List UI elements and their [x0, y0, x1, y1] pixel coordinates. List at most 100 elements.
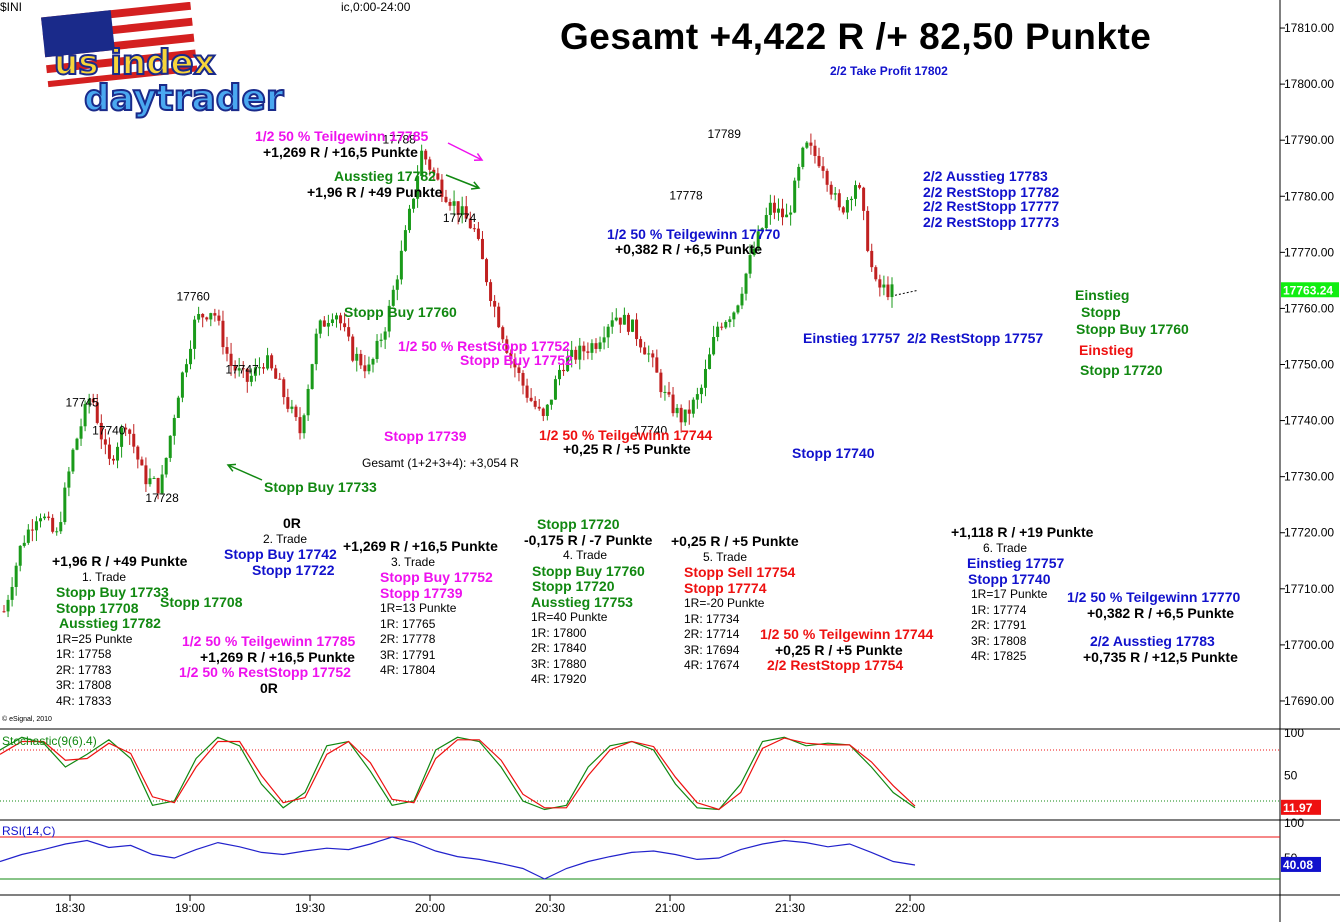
us-index-daytrader-logo: us index daytrader	[14, 1, 304, 120]
candle-body	[205, 317, 209, 320]
candle-body	[647, 353, 651, 355]
trade-block-line: 3R: 17808	[56, 678, 112, 692]
chart-annotation: 2/2 RestStopp 17782	[923, 184, 1060, 200]
trade-block-line: 5. Trade	[703, 549, 748, 564]
candle-body	[566, 356, 570, 372]
chart-annotation: +1,269 R / +16,5 Punkte	[263, 144, 418, 160]
candle-body	[436, 173, 440, 180]
chart-annotation: +0,25 R / +5 Punkte	[563, 441, 691, 457]
trade-block-line: +0,25 R / +5 Punkte	[671, 533, 799, 549]
trade-block-line: 1R: 17800	[531, 625, 587, 640]
trade-block-line: 3. Trade	[391, 554, 436, 569]
price-tick-label: 17760.00	[1284, 301, 1334, 315]
oscillator-tick-label: 100	[1284, 726, 1304, 740]
trade-block-line: Stopp 17739	[380, 584, 463, 601]
candle-body	[140, 459, 144, 466]
candle-body	[886, 284, 890, 298]
trade-block-line: 4R: 17674	[684, 658, 740, 672]
candle-body	[91, 398, 95, 403]
candle-body	[290, 406, 294, 409]
candle-body	[768, 202, 772, 216]
candle-body	[160, 474, 164, 494]
candle-body	[387, 305, 391, 332]
candle-body	[845, 200, 849, 213]
candle-body	[708, 354, 712, 369]
candle-body	[403, 230, 407, 251]
candle-body	[468, 218, 472, 229]
candle-body	[262, 367, 266, 369]
candle-body	[75, 438, 79, 450]
candle-body	[79, 426, 83, 439]
last-price-label: 17763.24	[1283, 283, 1333, 297]
trade-block-line: 6. Trade	[983, 540, 1028, 555]
candle-body	[659, 372, 663, 393]
candle-body	[107, 444, 111, 459]
chart-annotation: Einstieg	[1079, 342, 1134, 358]
trade-block-line: 2R: 17778	[380, 632, 436, 646]
chart-annotation: 2/2 RestStopp 17773	[923, 214, 1060, 230]
candle-body	[253, 367, 257, 376]
candle-body	[432, 169, 436, 174]
candle-body	[870, 250, 874, 268]
oscillator-tick-label: 50	[1284, 769, 1298, 783]
candle-body	[326, 322, 330, 327]
price-tick-label: 17770.00	[1284, 245, 1334, 259]
candle-body	[359, 353, 363, 366]
price-label: 17740	[634, 424, 668, 438]
candle-body	[849, 198, 853, 201]
candle-body	[683, 409, 687, 423]
trade-block-line: 1R: 17765	[380, 616, 436, 631]
candle-body	[533, 400, 537, 407]
trade-block-line: Stopp 17720	[532, 578, 615, 594]
candle-body	[116, 446, 120, 461]
candle-body	[375, 340, 379, 359]
trade-block-line: 3R: 17791	[380, 647, 436, 662]
candle-body	[590, 343, 594, 353]
price-tick-label: 17780.00	[1284, 189, 1334, 203]
candle-body	[635, 319, 639, 340]
candle-body	[841, 207, 845, 213]
candle-body	[598, 342, 602, 349]
chart-annotation: 1/2 50 % Teilgewinn 17785	[255, 128, 429, 144]
stochastic-panel: 100 50 Stochastic(9(6).4) 11.97	[0, 726, 1321, 815]
chart-annotation: Stopp Buy 17760	[344, 304, 457, 320]
candle-body	[626, 314, 630, 332]
candle-body	[6, 599, 10, 612]
candlestick-series: 17745 17740 17728 17760 17747 17788 17774 17740…	[2, 127, 919, 618]
candle-body	[144, 465, 148, 485]
trade-block-line: 1R=13 Punkte	[380, 601, 457, 615]
candle-body	[663, 391, 667, 393]
candle-body	[724, 321, 728, 328]
oscillator-tick-label: 100	[1284, 816, 1304, 830]
chart-annotation: 2/2 RestStopp 17777	[923, 198, 1060, 214]
time-tick-label: 19:00	[175, 901, 205, 915]
price-tick-label: 17730.00	[1284, 470, 1334, 484]
last-price-box	[1281, 282, 1339, 298]
trade-block-line: Stopp 17708	[56, 599, 139, 616]
candle-body	[156, 478, 160, 494]
candle-body	[132, 433, 136, 447]
candle-body	[655, 357, 659, 373]
candle-body	[2, 611, 6, 613]
candle-body	[505, 339, 509, 353]
trade-block-line: 2R: 17783	[56, 662, 112, 677]
candle-body	[882, 284, 886, 288]
candle-body	[545, 404, 549, 416]
trade-block-line: -0,175 R / -7 Punkte	[524, 531, 653, 548]
candle-body	[756, 231, 760, 249]
candle-body	[172, 417, 176, 436]
annotation-arrow	[445, 174, 480, 189]
candle-body	[148, 478, 152, 485]
candle-body	[728, 319, 732, 322]
candle-body	[485, 259, 489, 283]
candle-body	[854, 185, 858, 199]
chart-annotation: Stopp Buy 17733	[264, 479, 377, 495]
annotation-arrow	[227, 464, 263, 481]
candle-body	[347, 327, 351, 337]
candle-body	[501, 327, 505, 340]
candle-body	[858, 185, 862, 188]
candle-body	[124, 427, 128, 430]
chart-annotation: 2/2 Ausstieg 17783	[923, 168, 1048, 184]
annotation-arrowhead	[473, 153, 484, 162]
candle-body	[34, 521, 38, 531]
